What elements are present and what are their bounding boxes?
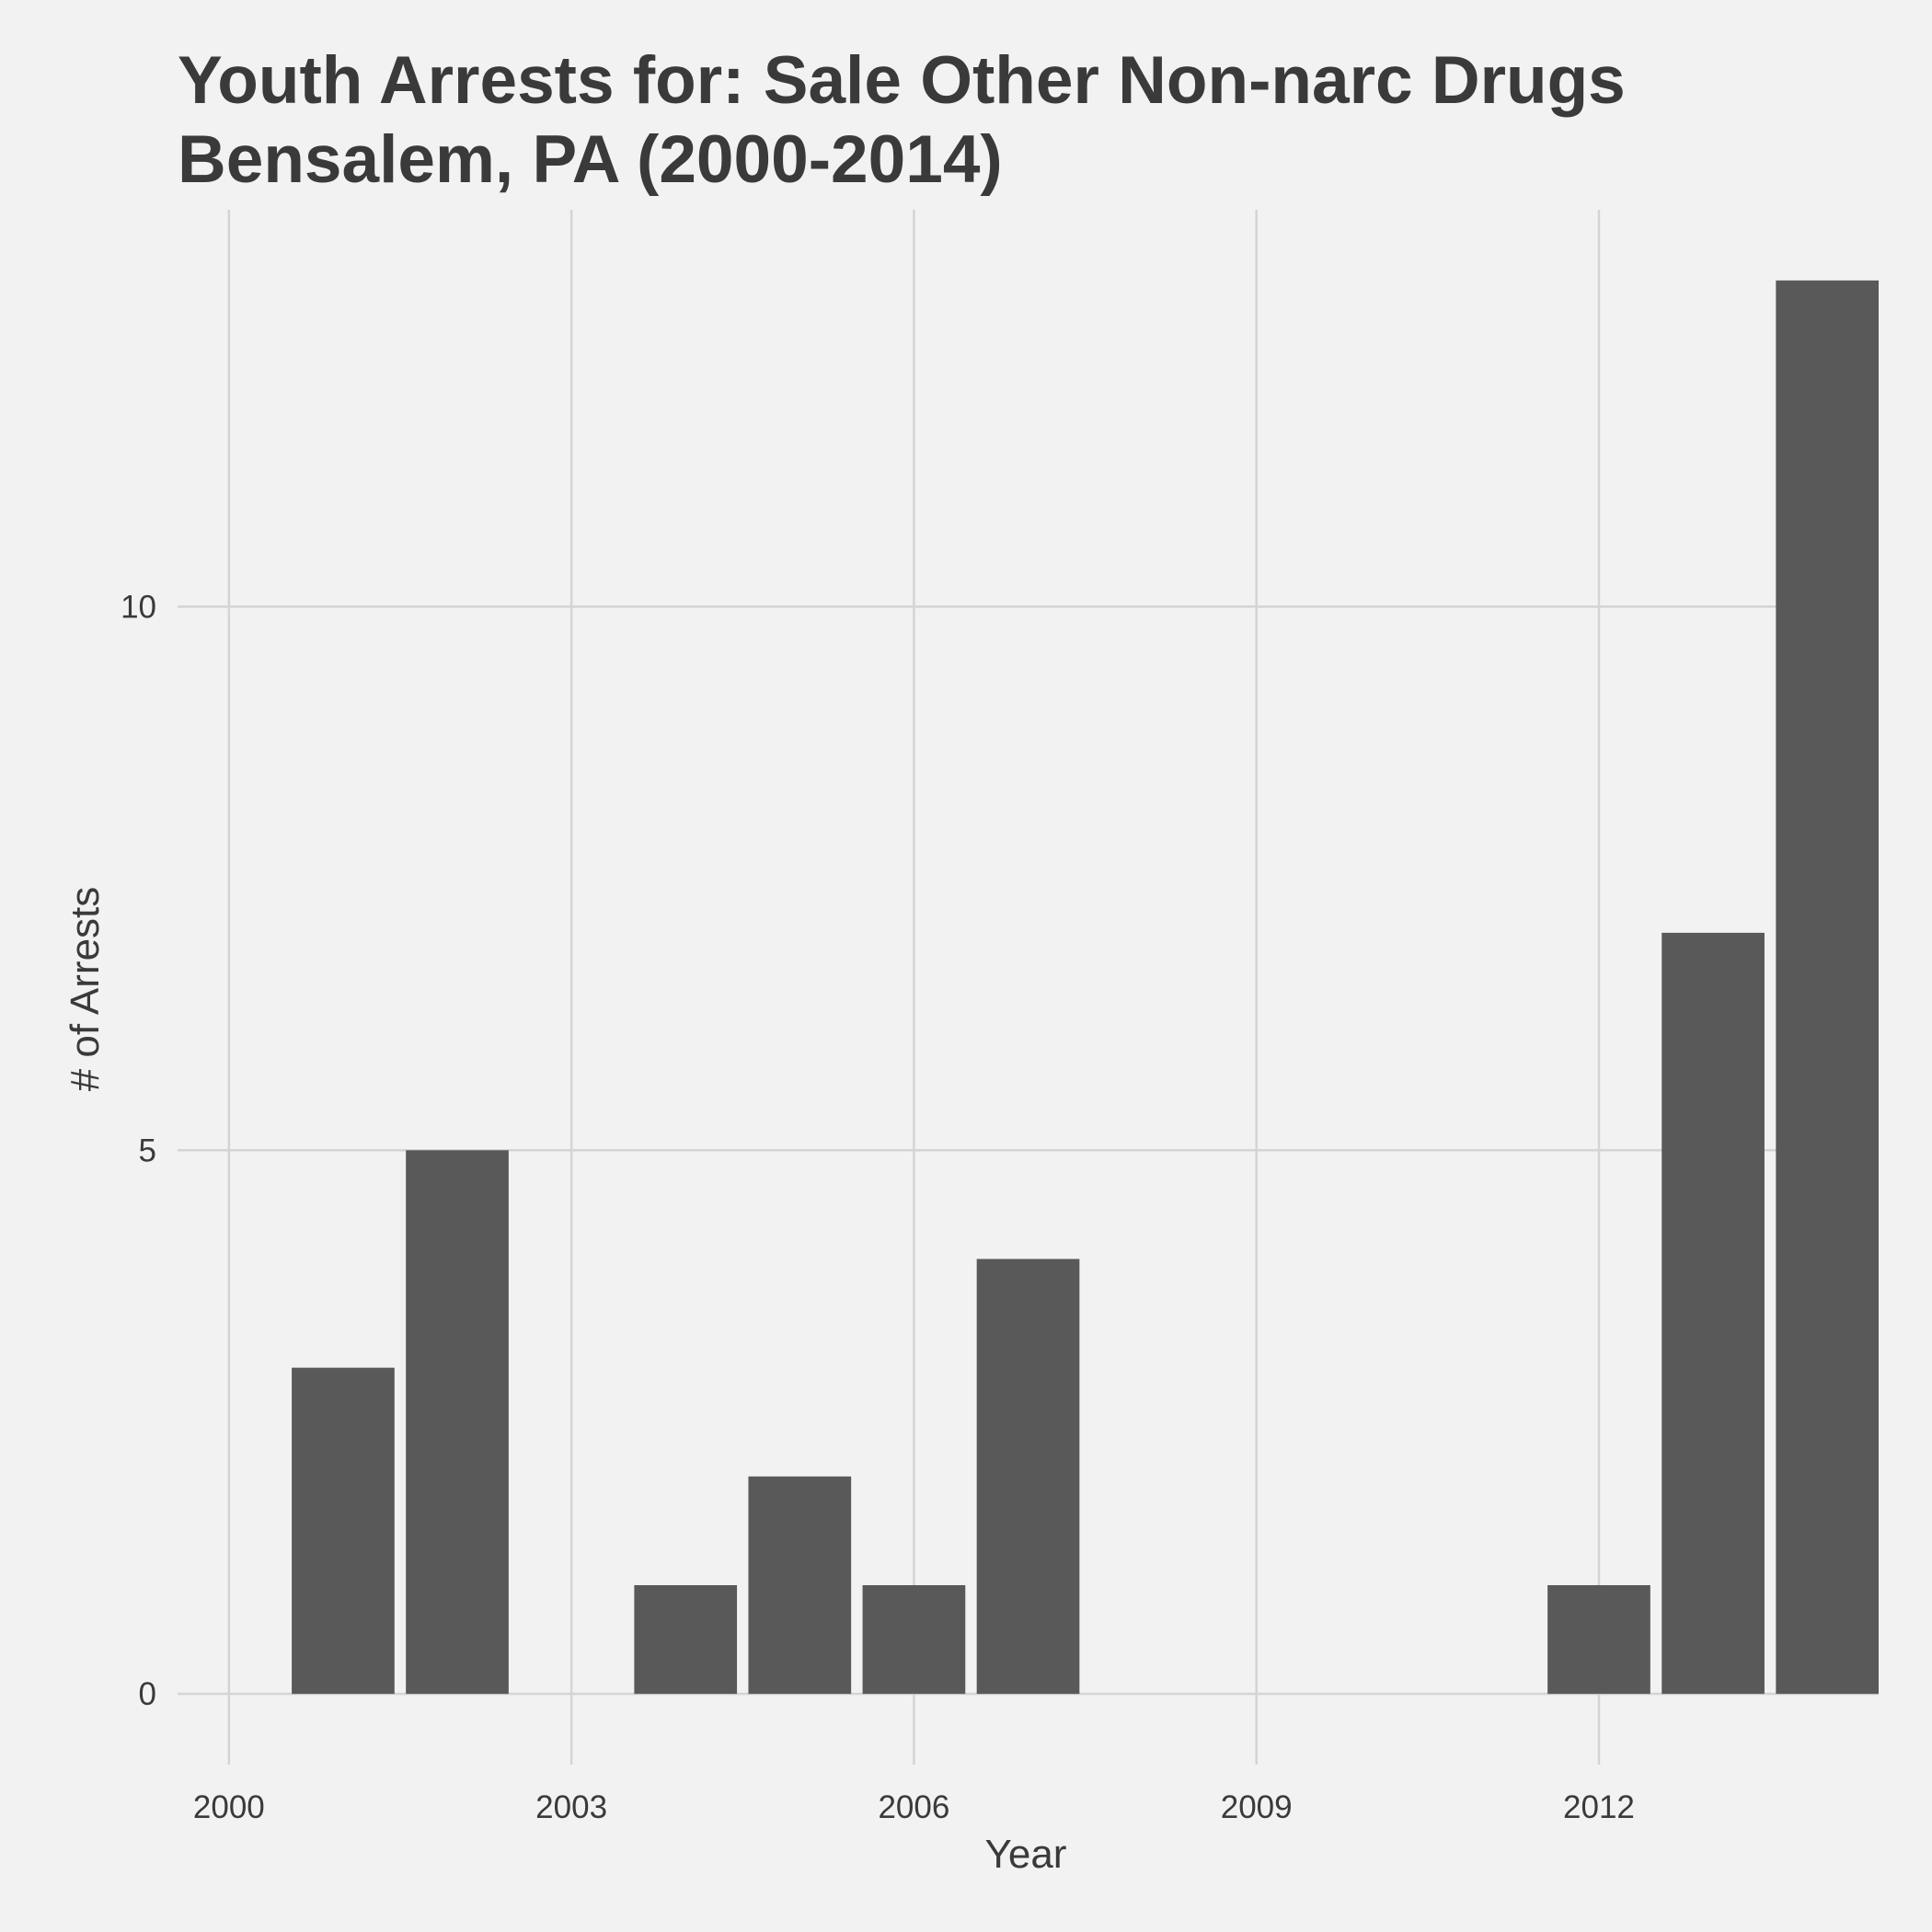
bar-2002 — [406, 1150, 509, 1695]
x-tick-label-2003: 2003 — [535, 1789, 607, 1825]
x-axis-label: Year — [985, 1832, 1067, 1877]
y-axis-ticks: 0 5 10 — [121, 589, 156, 1712]
bars — [292, 280, 1879, 1695]
y-tick-label-5: 5 — [139, 1133, 156, 1168]
x-axis-ticks: 2000 2003 2006 2009 2012 — [193, 1789, 1635, 1825]
bar-2014 — [1776, 280, 1879, 1695]
bar-2001 — [292, 1367, 395, 1695]
chart-title-line-1: Youth Arrests for: Sale Other Non-narc D… — [178, 43, 1626, 118]
y-tick-label-10: 10 — [121, 589, 156, 625]
bar-2012 — [1547, 1585, 1650, 1695]
x-tick-label-2000: 2000 — [193, 1789, 265, 1825]
bar-2005 — [748, 1476, 852, 1695]
chart-title-line-2: Bensalem, PA (2000-2014) — [178, 122, 1003, 197]
bar-2004 — [634, 1585, 738, 1695]
x-tick-label-2012: 2012 — [1563, 1789, 1635, 1825]
bar-2007 — [976, 1259, 1080, 1695]
bar-2013 — [1662, 932, 1765, 1695]
x-tick-label-2006: 2006 — [878, 1789, 949, 1825]
y-tick-label-0: 0 — [139, 1676, 156, 1712]
bar-2006 — [862, 1585, 966, 1695]
y-axis-label: # of Arrests — [63, 887, 108, 1092]
x-tick-label-2009: 2009 — [1221, 1789, 1293, 1825]
